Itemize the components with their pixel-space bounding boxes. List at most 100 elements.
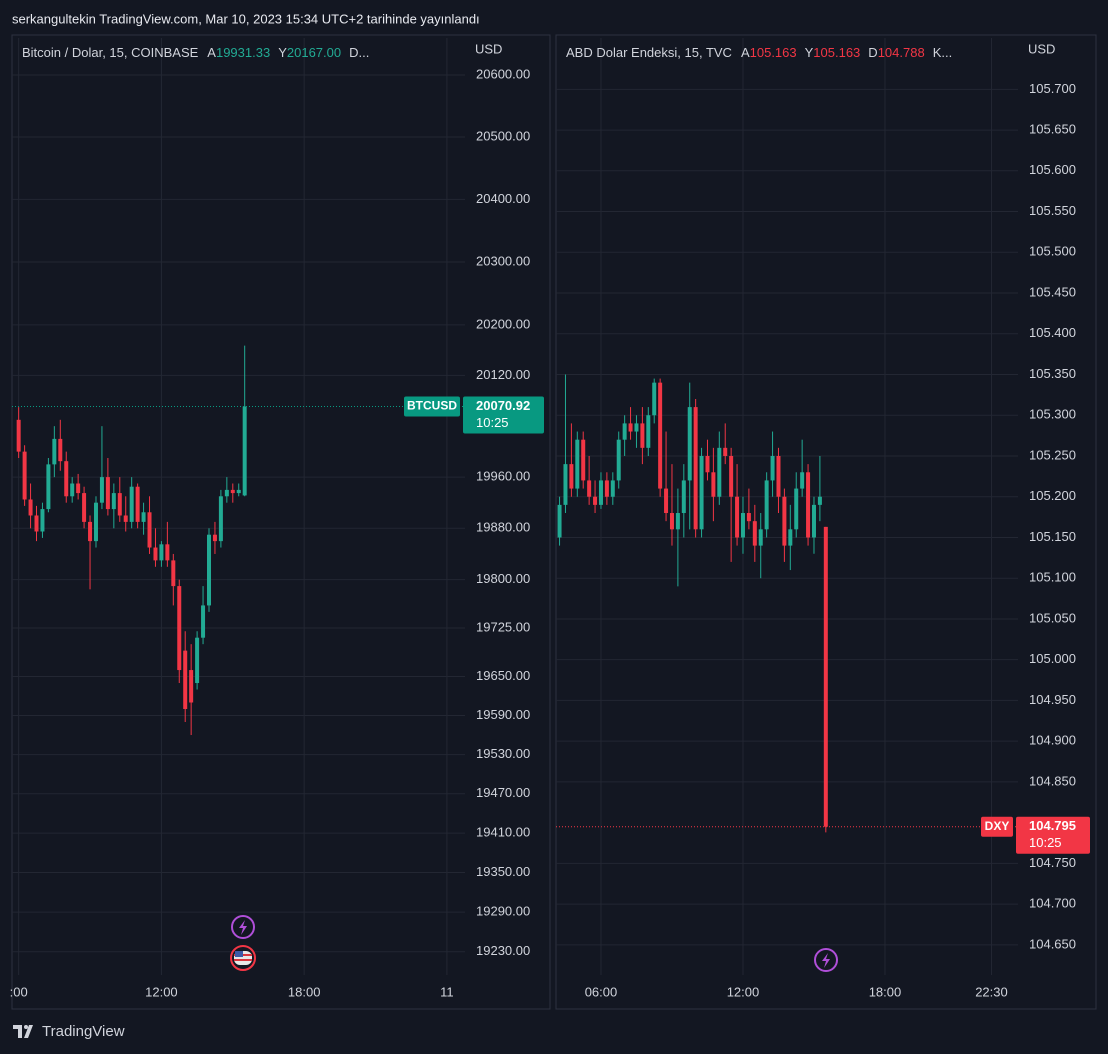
candle-body xyxy=(664,488,669,514)
y-tick-label: 19410.00 xyxy=(476,825,530,840)
candle-body xyxy=(593,496,598,505)
brand-logo[interactable]: TradingView xyxy=(13,1023,125,1040)
y-tick-label: 19350.00 xyxy=(476,864,530,879)
candle-body xyxy=(646,415,651,448)
candle-body xyxy=(52,438,57,465)
panel-border xyxy=(555,34,1097,1010)
logo-dot xyxy=(24,1025,28,1029)
candle-body xyxy=(681,480,686,514)
legend-value: 20167.00 xyxy=(287,45,341,60)
chart-title-text: Bitcoin / Dolar, 15, COINBASE xyxy=(22,45,199,60)
chart-title: Bitcoin / Dolar, 15, COINBASE A19931.33 Y2… xyxy=(22,45,369,60)
panel-border xyxy=(11,34,551,1010)
y-tick-label: 104.900 xyxy=(1029,733,1076,748)
y-tick-label: 19725.00 xyxy=(476,619,530,634)
y-tick-label: 19880.00 xyxy=(476,520,530,535)
y-tick-label: 105.150 xyxy=(1029,529,1076,544)
y-tick-label: 19470.00 xyxy=(476,785,530,800)
flag-stripe xyxy=(234,959,252,961)
candle-body xyxy=(22,451,27,500)
candle-body xyxy=(628,423,633,432)
y-tick-label: 19230.00 xyxy=(476,943,530,958)
flag-canton xyxy=(235,951,243,957)
candle-body xyxy=(58,438,63,462)
legend-key: A xyxy=(741,45,750,60)
candle-body xyxy=(675,513,680,530)
logo-mark xyxy=(13,1025,33,1038)
y-tick-label: 105.050 xyxy=(1029,610,1076,625)
candle-body xyxy=(622,423,627,440)
candle-body xyxy=(230,489,235,494)
y-tick-label: 104.950 xyxy=(1029,692,1076,707)
candle-body xyxy=(111,493,116,510)
x-tick-label: :00 xyxy=(10,984,28,999)
y-tick-label: 105.500 xyxy=(1029,244,1076,259)
y-tick-label: 19290.00 xyxy=(476,904,530,919)
candle-body xyxy=(159,544,164,561)
candle-body xyxy=(729,455,734,497)
y-tick-label: 20400.00 xyxy=(476,191,530,206)
candle-body xyxy=(147,512,152,548)
y-tick-label: 104.750 xyxy=(1029,855,1076,870)
chart-title-text: ABD Dolar Endeksi, 15, TVC xyxy=(566,45,732,60)
candle-body xyxy=(823,526,828,827)
legend-value: 105.163 xyxy=(750,45,797,60)
candle-body xyxy=(88,521,93,542)
candle-body xyxy=(129,486,134,522)
candle-body xyxy=(165,544,170,561)
candle-body xyxy=(40,509,45,532)
y-tick-label: 104.850 xyxy=(1029,773,1076,788)
symbol-tag xyxy=(404,396,460,417)
candle-body xyxy=(687,407,692,481)
event-icon[interactable] xyxy=(230,945,256,971)
lightning-icon xyxy=(822,953,830,968)
y-tick-label: 105.550 xyxy=(1029,203,1076,218)
y-tick-label: 105.250 xyxy=(1029,447,1076,462)
candle-body xyxy=(652,382,657,416)
candle-body xyxy=(183,650,188,709)
candle-body xyxy=(640,423,645,448)
legend-value: 19931.33 xyxy=(216,45,270,60)
y-tick-label: 20200.00 xyxy=(476,316,530,331)
grid-layer xyxy=(12,38,1018,975)
candle-body xyxy=(575,439,580,489)
candle-body xyxy=(16,419,21,452)
candle-body xyxy=(669,513,674,530)
y-tick-label: 105.700 xyxy=(1029,81,1076,96)
candle-body xyxy=(189,670,194,703)
candle-body xyxy=(758,529,763,546)
candle-body xyxy=(569,464,574,489)
price-tag-value: 20070.92 xyxy=(476,398,530,413)
y-tick-label: 105.450 xyxy=(1029,284,1076,299)
candle-body xyxy=(212,534,217,542)
y-tick-label: 20300.00 xyxy=(476,253,530,268)
candle-body xyxy=(616,439,621,481)
symbol-tag xyxy=(981,816,1013,837)
price-tag xyxy=(463,396,544,434)
candle-body xyxy=(34,515,39,532)
candle-body xyxy=(105,477,110,510)
candle-body xyxy=(770,455,775,481)
event-icon[interactable] xyxy=(814,948,838,972)
candle-body xyxy=(610,480,615,497)
y-tick-label: 20600.00 xyxy=(476,66,530,81)
x-tick-label: 18:00 xyxy=(869,984,902,999)
candle-body xyxy=(557,504,562,538)
legend-key: D xyxy=(868,45,877,60)
legend-more: D... xyxy=(349,45,369,60)
candle-body xyxy=(141,512,146,522)
candle-body xyxy=(740,513,745,538)
candle-body xyxy=(177,586,182,671)
candle-body xyxy=(699,455,704,530)
candle-body xyxy=(634,423,639,432)
candle-body xyxy=(711,472,716,497)
lightning-icon xyxy=(239,920,247,935)
candle-body xyxy=(581,439,586,481)
candle-body xyxy=(782,496,787,546)
candle-body xyxy=(604,480,609,497)
event-icon[interactable] xyxy=(231,915,255,939)
candle-body xyxy=(806,472,811,538)
